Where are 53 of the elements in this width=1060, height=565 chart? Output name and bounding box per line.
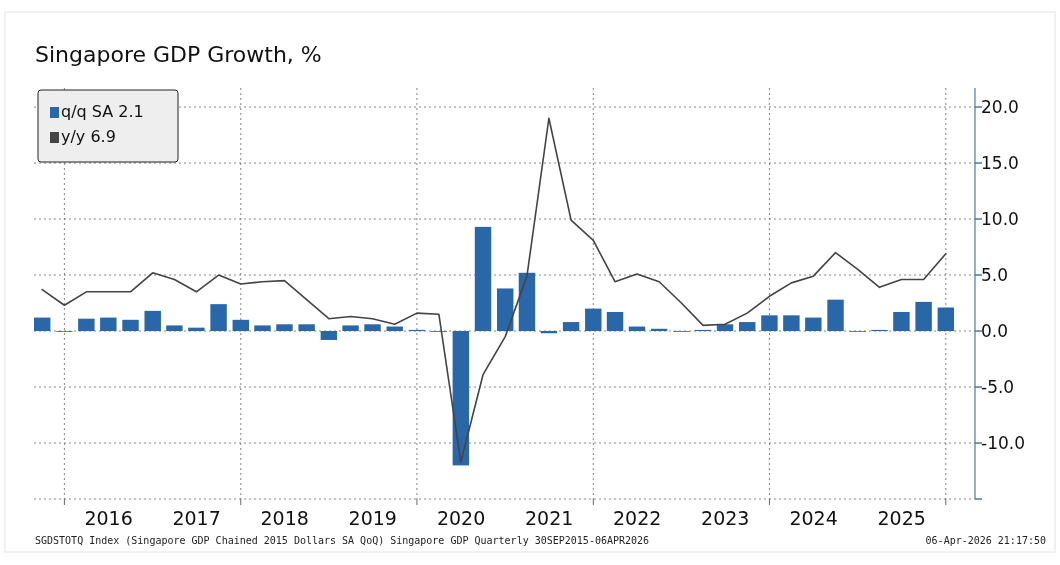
x-tick-label: 2025 bbox=[877, 507, 926, 529]
bar bbox=[232, 319, 249, 332]
bar bbox=[364, 324, 381, 332]
bar bbox=[937, 307, 955, 332]
bar bbox=[78, 318, 95, 332]
x-tick-label: 2018 bbox=[260, 507, 309, 529]
bar bbox=[915, 301, 932, 332]
bar bbox=[188, 327, 205, 332]
y-tick-label: 20.0 bbox=[981, 96, 1019, 117]
bar bbox=[562, 322, 580, 332]
chart-title: Singapore GDP Growth, % bbox=[35, 42, 322, 67]
y-tick-label: 0.0 bbox=[981, 320, 1009, 341]
bar bbox=[144, 310, 161, 332]
bar bbox=[518, 272, 536, 332]
bar bbox=[122, 319, 139, 332]
bar bbox=[166, 325, 183, 332]
x-tick-label: 2022 bbox=[613, 507, 662, 529]
x-tick-label: 2023 bbox=[701, 507, 750, 529]
y-tick-label: 5.0 bbox=[981, 264, 1009, 285]
bar bbox=[342, 325, 359, 332]
bar bbox=[761, 315, 778, 332]
bar bbox=[783, 315, 800, 332]
y-tick-label: -10.0 bbox=[981, 432, 1025, 453]
x-tick-label: 2019 bbox=[348, 507, 397, 529]
bar bbox=[210, 304, 227, 332]
bar bbox=[585, 308, 602, 332]
bar bbox=[805, 317, 822, 332]
bar bbox=[320, 331, 338, 340]
y-tick-label: 10.0 bbox=[981, 208, 1019, 229]
x-tick-label: 2021 bbox=[524, 507, 574, 529]
bar bbox=[716, 324, 734, 332]
y-tick-label: -5.0 bbox=[981, 376, 1015, 397]
x-tick-label: 2024 bbox=[789, 507, 838, 529]
bar bbox=[33, 317, 51, 332]
bar bbox=[497, 288, 514, 332]
legend-label: y/y 6.9 bbox=[61, 127, 116, 146]
bar bbox=[739, 322, 756, 332]
bar bbox=[827, 299, 844, 332]
bar bbox=[474, 226, 492, 332]
text: SGDSTOTQ Index (Singapore GDP Chained 2015 Dollars SA QoQ) Singapore GDP Quarterly 30SEP2015-06APR2026 bbox=[35, 535, 650, 546]
bar bbox=[100, 317, 117, 332]
y-tick-label: 15.0 bbox=[981, 152, 1019, 173]
bar bbox=[276, 324, 293, 332]
bar bbox=[298, 324, 315, 332]
bar bbox=[606, 311, 624, 332]
legend-label: q/q SA 2.1 bbox=[61, 102, 144, 121]
bar bbox=[452, 331, 470, 466]
x-tick-label: 2016 bbox=[84, 507, 133, 529]
x-tick-label: 2017 bbox=[172, 507, 221, 529]
bar bbox=[893, 311, 910, 332]
bar bbox=[254, 325, 271, 332]
text: 06-Apr-2026 21:17:50 bbox=[925, 535, 1046, 546]
x-tick-label: 2020 bbox=[436, 507, 486, 529]
